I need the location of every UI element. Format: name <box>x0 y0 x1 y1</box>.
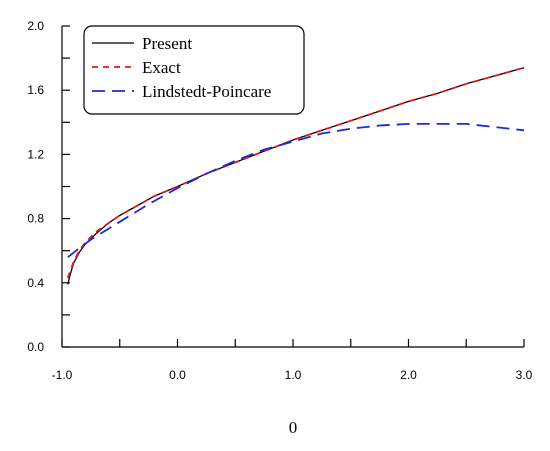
y-tick-label: 0.0 <box>27 340 44 354</box>
x-tick-label: -1.0 <box>52 368 73 382</box>
tick-group: -1.0 0.0 1.0 2.0 3.0 0.0 0.4 0.8 1.2 1.6 2.0 <box>27 19 532 382</box>
x-tick-label: 1.0 <box>285 368 302 382</box>
y-tick-label: 1.2 <box>27 147 44 161</box>
y-tick-label: 0.8 <box>27 212 44 226</box>
legend-label: Exact <box>142 58 181 77</box>
legend: Present Exact Lindstedt-Poincare <box>83 25 305 115</box>
legend-label: Lindstedt-Poincare <box>142 82 271 101</box>
legend-label: Present <box>142 34 192 53</box>
y-tick-label: 0.4 <box>27 276 44 290</box>
series-line-lindstedt-poincare <box>67 123 525 258</box>
y-tick-label: 2.0 <box>27 19 44 33</box>
x-tick-label: 2.0 <box>400 368 417 382</box>
x-tick-label: 3.0 <box>516 368 533 382</box>
x-tick-label: 0.0 <box>169 368 186 382</box>
series-layer <box>66 66 525 285</box>
legend-box <box>83 25 305 115</box>
y-tick-label: 1.6 <box>27 83 44 97</box>
x-axis-label: 0 <box>289 418 298 437</box>
